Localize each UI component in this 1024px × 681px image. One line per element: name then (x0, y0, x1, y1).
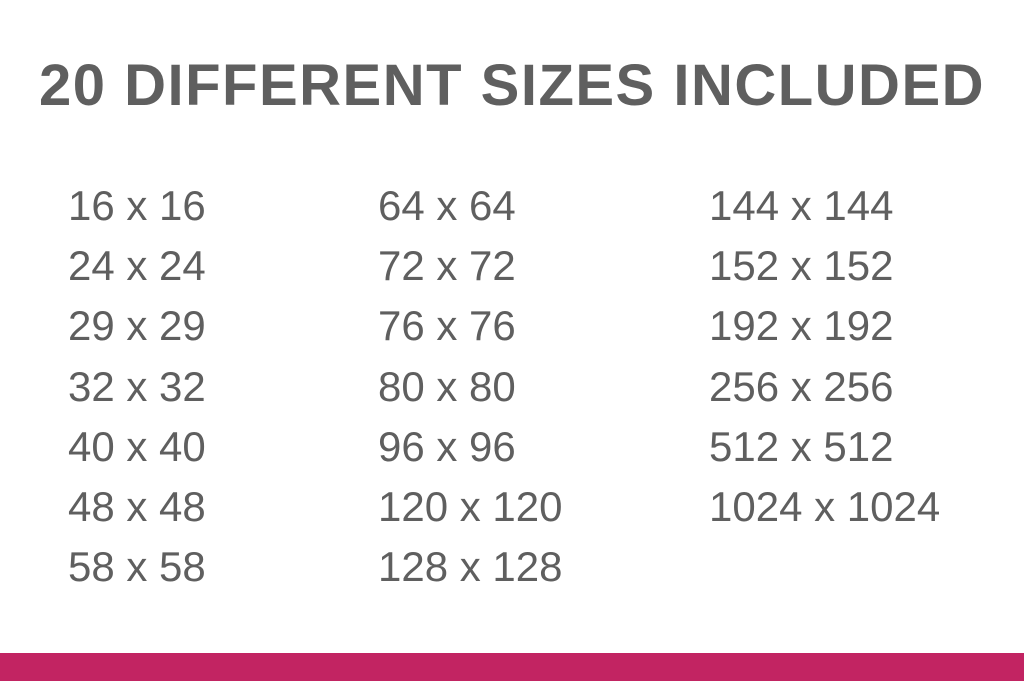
size-item: 40 x 40 (68, 422, 206, 470)
size-item: 32 x 32 (68, 362, 206, 410)
size-item: 48 x 48 (68, 482, 206, 530)
size-item: 256 x 256 (709, 362, 894, 410)
size-column-1: 16 x 16 24 x 24 29 x 29 32 x 32 40 x 40 … (68, 176, 206, 597)
size-item: 16 x 16 (68, 182, 206, 229)
size-item: 64 x 64 (378, 182, 516, 229)
size-item: 144 x 144 (709, 182, 894, 229)
size-column-2: 64 x 64 72 x 72 76 x 76 80 x 80 96 x 96 … (378, 176, 563, 597)
size-item: 152 x 152 (709, 242, 894, 290)
size-item: 512 x 512 (709, 422, 894, 470)
size-item: 128 x 128 (378, 543, 563, 591)
size-item: 1024 x 1024 (709, 482, 941, 530)
accent-bar (0, 653, 1024, 681)
size-item: 96 x 96 (378, 422, 516, 470)
size-item: 58 x 58 (68, 543, 206, 591)
size-item: 120 x 120 (378, 482, 563, 530)
page-title: 20 DIFFERENT SIZES INCLUDED (38, 53, 986, 118)
size-column-3: 144 x 144 152 x 152 192 x 192 256 x 256 … (709, 176, 940, 537)
size-item: 29 x 29 (68, 302, 206, 350)
size-item: 72 x 72 (378, 242, 516, 290)
size-item: 76 x 76 (378, 302, 516, 350)
size-item: 24 x 24 (68, 242, 206, 290)
size-item: 80 x 80 (378, 362, 516, 410)
size-item: 192 x 192 (709, 302, 894, 350)
